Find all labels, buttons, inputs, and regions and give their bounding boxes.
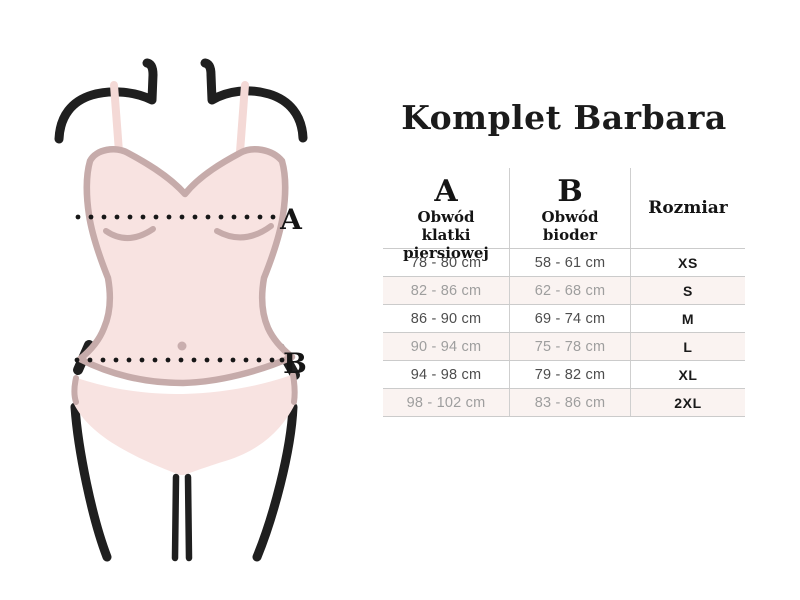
hips-value: 62 - 68 cm bbox=[510, 277, 631, 304]
header-subtitle-hips: Obwód bioder bbox=[541, 208, 599, 244]
table-row: 94 - 98 cm 79 - 82 cm XL bbox=[383, 361, 745, 389]
header-cell-hips: B Obwód bioder bbox=[510, 168, 631, 248]
chest-value: 86 - 90 cm bbox=[383, 305, 510, 332]
hips-value: 75 - 78 cm bbox=[510, 333, 631, 360]
panties-shape bbox=[74, 374, 295, 475]
arms-lines bbox=[54, 58, 308, 144]
chest-value: 78 - 80 cm bbox=[383, 249, 510, 276]
table-row: 98 - 102 cm 83 - 86 cm 2XL bbox=[383, 389, 745, 417]
navel-dot bbox=[177, 341, 187, 351]
size-value: M bbox=[681, 310, 695, 327]
header-label-size: Rozmiar bbox=[648, 198, 728, 218]
size-value: 2XL bbox=[674, 394, 702, 411]
table-row: 90 - 94 cm 75 - 78 cm L bbox=[383, 333, 745, 361]
chest-value: 82 - 86 cm bbox=[383, 277, 510, 304]
measurement-figure: A B bbox=[0, 0, 340, 600]
leg-lines bbox=[70, 402, 298, 562]
page-title: Komplet Barbara bbox=[401, 98, 727, 137]
strap-lines bbox=[110, 81, 249, 156]
table-row: 78 - 80 cm 58 - 61 cm XS bbox=[383, 249, 745, 277]
header-cell-chest: A Obwód klatki piersiowej bbox=[383, 168, 510, 262]
table-row: 82 - 86 cm 62 - 68 cm S bbox=[383, 277, 745, 305]
hips-value: 69 - 74 cm bbox=[510, 305, 631, 332]
size-value: S bbox=[683, 282, 693, 299]
size-value: XS bbox=[678, 254, 698, 271]
underbust-seams bbox=[103, 223, 274, 241]
camisole-top-shape bbox=[76, 146, 296, 387]
hips-value: 83 - 86 cm bbox=[510, 389, 631, 416]
table-header-row: A Obwód klatki piersiowej B Obwód bioder… bbox=[383, 168, 745, 262]
hips-value: 58 - 61 cm bbox=[510, 249, 631, 276]
table-row: 86 - 90 cm 69 - 74 cm M bbox=[383, 305, 745, 333]
chest-value: 94 - 98 cm bbox=[383, 361, 510, 388]
size-table: A Obwód klatki piersiowej B Obwód bioder… bbox=[383, 168, 745, 417]
figure-label-a: A bbox=[279, 203, 303, 236]
measurement-line-a bbox=[75, 214, 276, 220]
header-letter-a: A bbox=[434, 174, 458, 209]
size-value: XL bbox=[678, 366, 698, 383]
hips-value: 79 - 82 cm bbox=[510, 361, 631, 388]
figure-label-b: B bbox=[283, 347, 307, 380]
header-subtitle-chest: Obwód klatki piersiowej bbox=[403, 208, 489, 262]
chest-value: 98 - 102 cm bbox=[383, 389, 510, 416]
chest-value: 90 - 94 cm bbox=[383, 333, 510, 360]
header-cell-size: Rozmiar bbox=[631, 168, 745, 248]
size-value: L bbox=[683, 338, 693, 355]
lingerie-figure-illustration: A B bbox=[54, 58, 308, 562]
header-letter-b: B bbox=[557, 174, 583, 209]
panties-side-seams bbox=[71, 372, 298, 405]
measurement-line-b bbox=[74, 357, 285, 363]
